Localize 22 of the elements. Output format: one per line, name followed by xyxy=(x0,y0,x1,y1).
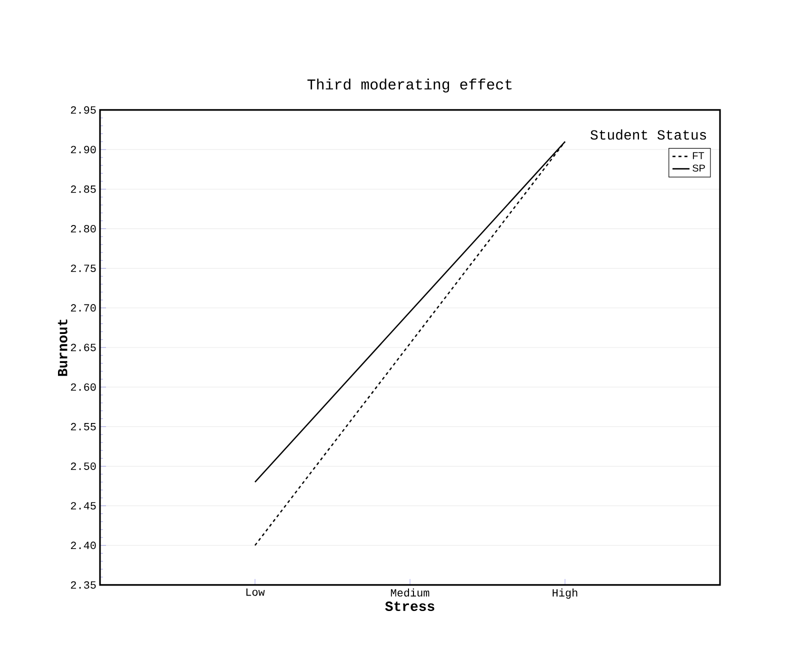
y-tick-label: 2.35 xyxy=(70,581,96,589)
y-tick-label: 2.90 xyxy=(70,146,96,154)
y-tick-label: 2.50 xyxy=(70,462,96,470)
y-tick-label: 2.60 xyxy=(70,383,96,391)
y-axis-title: Burnout xyxy=(58,320,68,376)
legend-label: FT xyxy=(692,152,704,160)
x-tick-label: Medium xyxy=(390,588,430,597)
y-tick-label: 2.85 xyxy=(70,185,96,193)
legend-title: Student Status xyxy=(590,129,706,140)
legend-label: SP xyxy=(692,164,705,172)
y-tick-label: 2.40 xyxy=(70,542,96,550)
y-tick-label: 2.70 xyxy=(70,304,96,312)
y-tick-label: 2.45 xyxy=(70,502,96,510)
x-axis-title: Stress xyxy=(385,602,434,612)
y-tick-label: 2.65 xyxy=(70,344,96,352)
x-tick-label: High xyxy=(552,588,578,599)
y-tick-label: 2.55 xyxy=(70,422,96,430)
y-tick-label: 2.95 xyxy=(70,106,96,114)
y-tick-label: 2.80 xyxy=(70,225,96,232)
x-tick-label: Low xyxy=(246,588,265,596)
y-tick-label: 2.75 xyxy=(70,264,96,272)
chart-title: Third moderating effect xyxy=(307,78,512,92)
